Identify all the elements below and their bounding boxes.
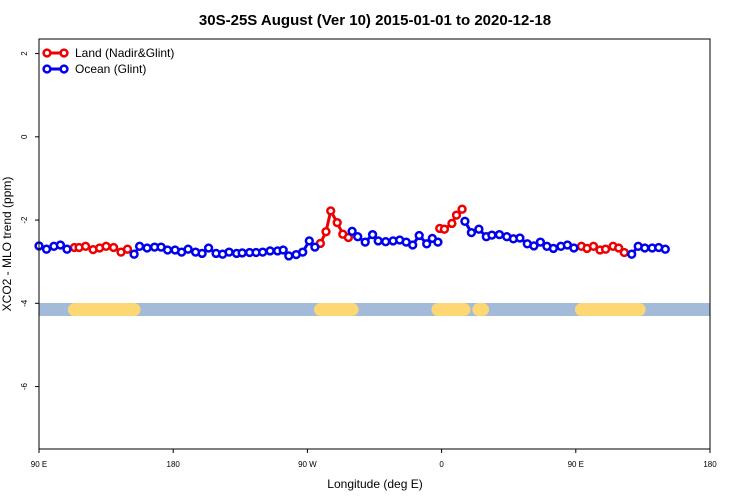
legend: Land (Nadir&Glint) Ocean (Glint) — [42, 46, 174, 76]
ocean-data-point — [258, 247, 268, 257]
y-tick-label: 2 — [20, 51, 29, 56]
ocean-data-point — [627, 249, 637, 259]
x-tick-label: 90 W — [298, 460, 317, 469]
ocean-data-point — [360, 237, 370, 247]
chart-title: 30S-25S August (Ver 10) 2015-01-01 to 20… — [199, 12, 551, 29]
ocean-data-point — [569, 243, 579, 253]
ocean-data-point — [55, 240, 66, 250]
land-data-point — [619, 247, 629, 258]
ocean-data-point — [41, 244, 52, 254]
ocean-data-point — [460, 216, 470, 226]
y-tick-label: -6 — [20, 382, 29, 390]
plot-frame — [38, 38, 711, 450]
legend-land-label: Land (Nadir&Glint) — [75, 46, 174, 60]
legend-ocean-marker — [59, 64, 69, 74]
ocean-data-point — [162, 245, 173, 255]
y-tick-label: -2 — [20, 216, 29, 224]
ocean-data-point — [224, 247, 234, 257]
legend-land-marker — [59, 48, 69, 58]
ocean-data-point — [474, 224, 484, 234]
ocean-data-point — [408, 240, 418, 250]
ocean-data-point — [134, 241, 145, 251]
land-data-point — [108, 242, 119, 253]
series-layer — [34, 204, 670, 261]
x-tick-label: 90 E — [568, 460, 584, 469]
ocean-data-point — [487, 230, 497, 240]
land-data-point — [439, 224, 450, 234]
ocean-data-point — [304, 236, 314, 246]
ocean-data-point — [640, 243, 650, 253]
x-tick-label: 0 — [439, 460, 444, 469]
ocean-data-point — [183, 244, 193, 254]
land-data-point — [332, 217, 342, 228]
ocean-data-point — [466, 227, 477, 238]
land-data-point — [614, 243, 624, 253]
x-axis: 90 E 180 90 W 0 90 E 180 — [31, 449, 717, 469]
ocean-data-point — [529, 241, 539, 251]
ocean-data-point — [310, 242, 320, 252]
ocean-data-point — [347, 226, 357, 236]
ocean-data-point — [515, 233, 525, 243]
land-data-point — [600, 244, 611, 254]
ocean-data-point — [367, 229, 378, 240]
land-data-point — [588, 241, 599, 251]
ocean-data-point — [494, 229, 505, 240]
ocean-data-point — [142, 243, 152, 253]
y-tick-label: 0 — [20, 134, 29, 139]
x-tick-label: 180 — [703, 460, 717, 469]
ocean-data-point — [422, 239, 432, 249]
land-data-point — [321, 227, 331, 237]
ocean-data-point — [129, 249, 139, 259]
ocean-data-point — [197, 248, 207, 259]
ocean-data-point — [284, 251, 294, 261]
legend-ocean-label: Ocean (Glint) — [75, 62, 146, 76]
ocean-data-point — [353, 232, 363, 242]
ocean-data-point — [414, 230, 424, 241]
ocean-data-point — [381, 237, 391, 247]
land-data-point — [122, 244, 133, 254]
ocean-data-point — [433, 237, 443, 247]
land-data-point — [101, 241, 111, 251]
ocean-data-point — [535, 237, 546, 247]
land-data-point — [451, 210, 462, 220]
ocean-data-point — [62, 244, 72, 254]
y-axis-label: XCO2 - MLO trend (ppm) — [0, 177, 14, 312]
ocean-data-point — [373, 236, 383, 246]
ocean-data-point — [548, 243, 559, 254]
legend-ocean-marker — [42, 64, 52, 74]
y-axis: -6 -4 -2 0 2 — [20, 51, 39, 390]
ocean-data-point — [278, 245, 288, 255]
ocean-data-point — [203, 243, 214, 253]
x-axis-label: Longitude (deg E) — [327, 477, 422, 491]
land-data-point — [326, 206, 336, 216]
ocean-data-point — [237, 248, 247, 258]
land-data-point — [457, 204, 467, 214]
land-data-point — [80, 241, 91, 251]
ocean-data-point — [660, 244, 670, 254]
x-tick-label: 90 E — [31, 460, 47, 469]
ocean-data-point — [265, 246, 275, 256]
y-tick-label: -4 — [20, 299, 29, 307]
legend-land-marker — [42, 48, 52, 58]
ocean-data-point — [298, 247, 308, 257]
land-data-point — [447, 218, 457, 229]
x-tick-label: 180 — [167, 460, 181, 469]
